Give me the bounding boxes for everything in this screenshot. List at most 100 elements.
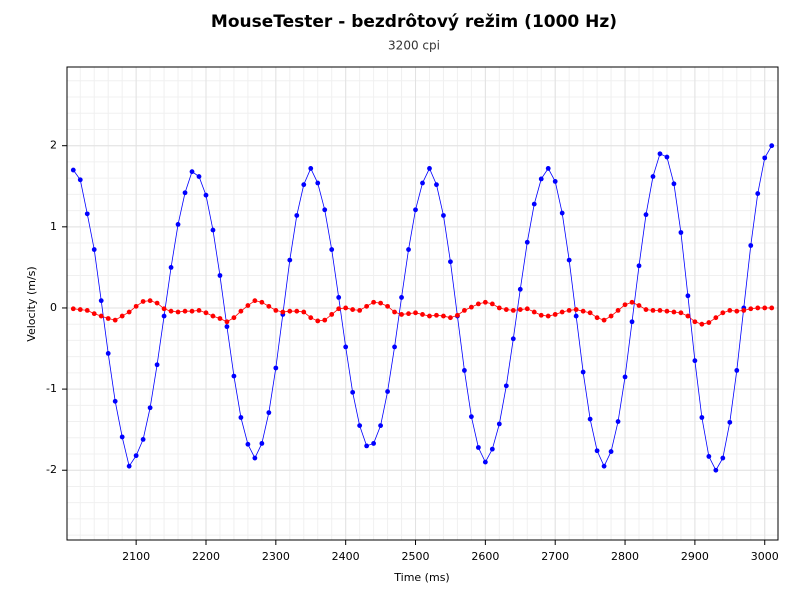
point [629, 319, 635, 325]
point [594, 315, 600, 321]
point [559, 210, 565, 216]
point [720, 310, 726, 316]
point [154, 362, 160, 368]
point [98, 298, 104, 304]
x-tick-label: 3000 [751, 550, 779, 563]
point [441, 313, 446, 319]
point [608, 313, 614, 319]
point [322, 317, 328, 323]
x-tick-label: 2400 [332, 550, 360, 563]
point [287, 308, 293, 314]
point [552, 312, 558, 317]
point [510, 336, 516, 342]
point [357, 423, 363, 429]
y-tick-label: 1 [50, 220, 57, 233]
point [168, 308, 174, 314]
x-tick-label: 2800 [611, 550, 639, 563]
chart-title: MouseTester - bezdrôtový režim (1000 Hz) [211, 12, 617, 32]
point [294, 308, 300, 314]
point [517, 286, 523, 292]
point [189, 169, 195, 175]
point [622, 302, 628, 308]
point [503, 307, 509, 312]
point [573, 307, 579, 312]
point [692, 319, 698, 325]
point [769, 305, 775, 311]
point [203, 192, 209, 198]
point [399, 312, 404, 317]
point [350, 389, 356, 395]
point [671, 309, 677, 315]
point [713, 467, 719, 473]
point [182, 190, 188, 196]
point [587, 310, 593, 316]
point [329, 247, 335, 252]
point [545, 313, 551, 319]
x-tick-label: 2500 [402, 550, 430, 563]
point [105, 350, 111, 356]
point [385, 389, 390, 394]
point [77, 307, 83, 312]
point [482, 299, 488, 305]
point [203, 310, 209, 316]
point [713, 315, 719, 321]
point [364, 303, 370, 309]
point [755, 191, 761, 196]
point [622, 374, 628, 380]
point [441, 213, 446, 218]
point [468, 304, 474, 310]
x-tick-label: 2700 [541, 550, 569, 563]
point [573, 313, 579, 319]
point [133, 453, 139, 459]
point [399, 295, 404, 300]
point [643, 212, 649, 218]
point [112, 317, 118, 323]
point [343, 344, 349, 350]
point [734, 368, 740, 373]
point [168, 264, 174, 270]
point [98, 313, 104, 319]
point [350, 307, 356, 312]
point [475, 301, 481, 307]
point [657, 307, 663, 313]
point [748, 306, 754, 312]
point [462, 368, 467, 373]
point [475, 445, 481, 450]
point [427, 313, 432, 319]
point [748, 243, 754, 248]
point [448, 259, 453, 265]
point [657, 151, 663, 157]
point [371, 441, 377, 446]
y-tick-label: -1 [46, 382, 57, 395]
point [217, 273, 223, 278]
point [266, 303, 272, 309]
point [531, 309, 537, 315]
point [140, 299, 146, 304]
point [322, 207, 328, 213]
point [392, 344, 397, 350]
point [329, 312, 335, 317]
point [406, 311, 411, 317]
point [496, 305, 502, 311]
point [385, 303, 390, 309]
point [231, 373, 237, 379]
point [308, 166, 314, 171]
point [147, 298, 153, 304]
point [692, 358, 698, 364]
point [455, 312, 460, 318]
point [448, 315, 453, 321]
point [84, 307, 90, 313]
point [161, 306, 167, 312]
point [734, 308, 740, 314]
point [643, 307, 649, 312]
point [566, 307, 572, 313]
point [434, 182, 439, 188]
point [378, 423, 383, 429]
point [245, 303, 251, 308]
point [552, 178, 558, 184]
point [671, 181, 677, 187]
point [77, 177, 83, 183]
point [175, 221, 181, 227]
point [336, 306, 342, 312]
